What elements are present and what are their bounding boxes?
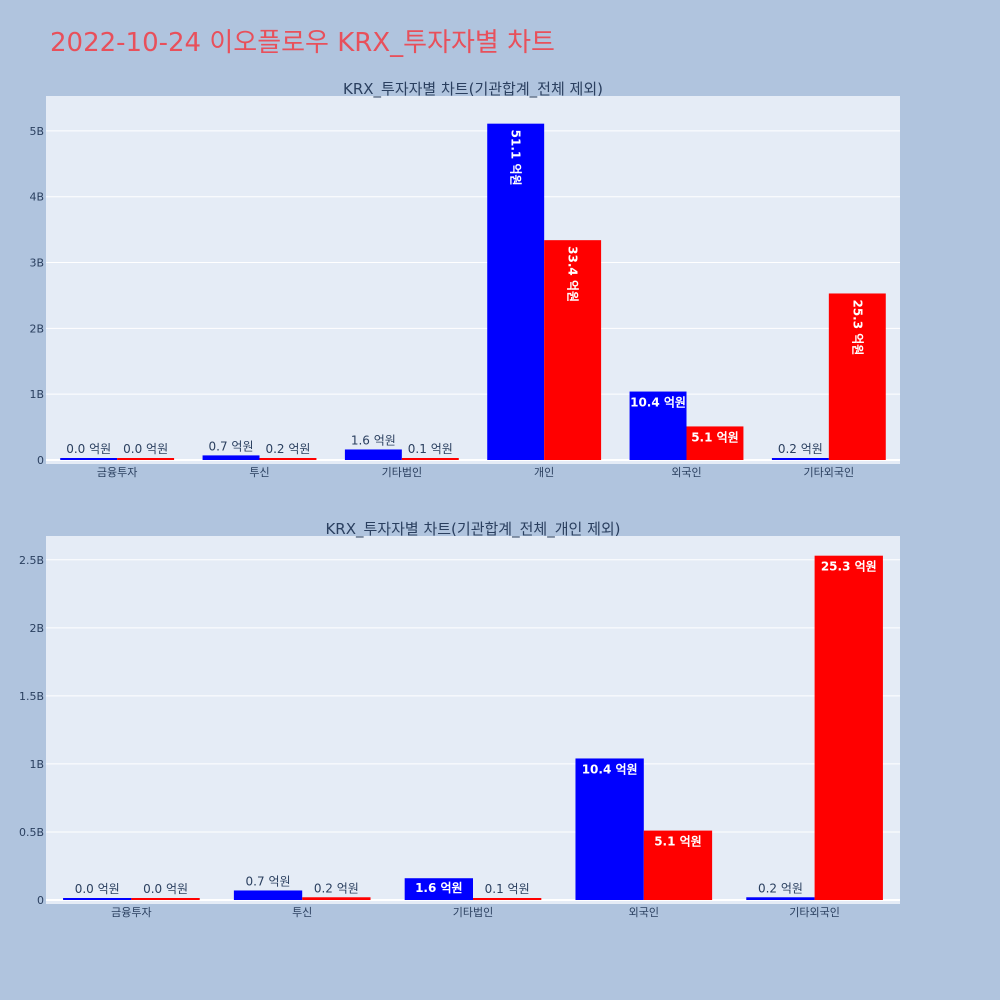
data-label: 0.2 억원 [758,881,803,895]
y-tick-label: 2.5B [19,554,44,567]
bar-red [401,458,459,460]
plot-area [46,536,900,904]
x-tick-label: 금융투자 [97,466,137,479]
y-tick-label: 0 [37,894,44,907]
bar-red [259,458,317,460]
data-label: 0.2 억원 [778,442,823,456]
bar-red [643,830,713,900]
x-tick-label: 외국인 [629,906,659,919]
bar-blue [63,898,132,900]
y-tick-label: 4B [29,191,44,204]
data-label: 5.1 억원 [654,835,702,849]
data-label: 25.3 억원 [821,560,877,574]
plot-area [46,96,900,464]
page-title: 2022-10-24 이오플로우 KRX_투자자별 차트 [50,28,555,58]
bar-blue [771,458,829,460]
data-label: 5.1 억원 [691,430,739,444]
data-label: 0.7 억원 [246,874,291,888]
subplot-title: KRX_투자자별 차트(기관합계_전체_개인 제외) [325,520,620,539]
bar-blue [202,455,260,460]
x-tick-label: 외국인 [671,466,701,479]
y-tick-label: 2B [29,622,44,635]
data-label: 0.1 억원 [408,442,453,456]
data-label: 25.3 억원 [850,299,864,355]
bar-blue [575,758,644,900]
bar-red [828,293,886,460]
bar-blue [404,878,473,900]
data-label: 10.4 억원 [630,396,686,410]
data-label: 0.0 억원 [123,442,168,456]
y-tick-label: 1B [29,388,44,401]
chart-panel-1: 0 1B 2B 3B 4B 5B KRX_투자자별 차트(기관합계_전체 제외) 금융투자 0.… [29,80,900,479]
bar-red [544,240,602,460]
data-label: 1.6 억원 [351,433,396,447]
bar-red [131,898,200,900]
subplot-title: KRX_투자자별 차트(기관합계_전체 제외) [343,80,603,99]
x-tick-label: 투신 [292,906,312,919]
y-tick-label: 2B [29,322,44,335]
data-label: 0.2 억원 [314,881,359,895]
bar-blue [746,897,815,900]
chart-panel-2: 0 0.5B 1B 1.5B 2B 2.5B KRX_투자자별 차트(기관합계_전체_개인 … [19,520,900,919]
x-tick-label: 기타법인 [382,466,422,479]
x-tick-label: 개인 [534,466,554,479]
bar-red [302,897,371,900]
bar-blue [344,449,402,460]
bar-red [686,426,744,460]
y-tick-label: 1B [29,758,44,771]
x-tick-label: 기타외국인 [789,906,840,919]
x-tick-label: 투신 [249,466,269,479]
data-label: 33.4 억원 [566,246,580,302]
y-tick-label: 0 [37,454,44,467]
bar-blue [487,123,545,460]
data-label: 10.4 억원 [582,762,638,776]
data-label: 51.1 억원 [509,130,523,186]
y-tick-label: 3B [29,257,44,270]
data-label: 0.0 억원 [66,442,111,456]
bar-red [117,458,175,460]
x-tick-label: 금융투자 [111,906,151,919]
y-tick-label: 0.5B [19,826,44,839]
bar-blue [233,890,303,900]
data-label: 0.7 억원 [209,439,254,453]
bar-blue [60,458,118,460]
data-label: 0.0 억원 [75,882,120,896]
data-label: 0.2 억원 [265,442,310,456]
y-tick-label: 1.5B [19,690,44,703]
bar-blue [629,391,687,460]
data-label: 1.6 억원 [415,881,463,895]
x-tick-label: 기타법인 [453,906,493,919]
x-tick-label: 기타외국인 [804,466,855,479]
data-label: 0.0 억원 [143,882,188,896]
bar-red [473,898,542,900]
data-label: 0.1 억원 [485,882,530,896]
bar-red [814,555,883,900]
y-tick-label: 5B [29,125,44,138]
